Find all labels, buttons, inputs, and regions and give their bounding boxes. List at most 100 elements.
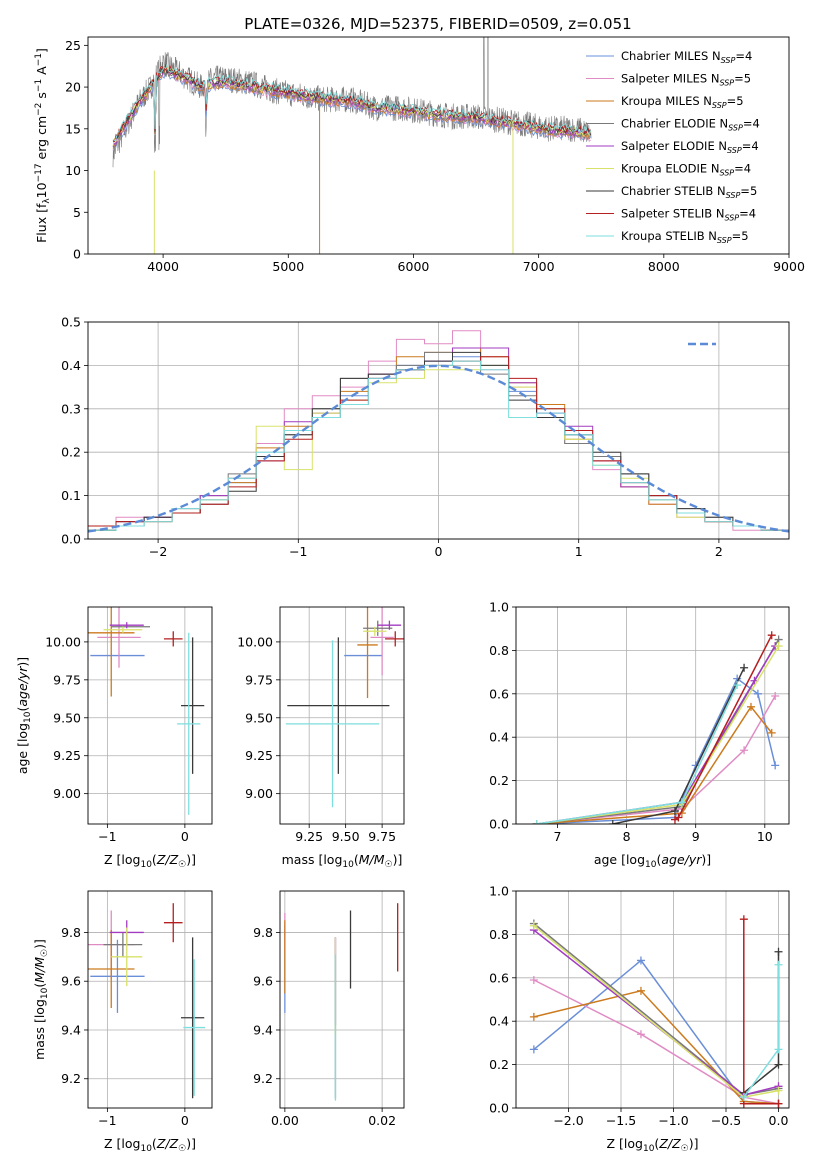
label-part: ( xyxy=(15,707,30,712)
y-tick-label: 9.25 xyxy=(53,748,81,763)
legend-n-value: 4 xyxy=(744,162,751,176)
plot-area xyxy=(88,607,205,815)
legend-model: Chabrier STELIB xyxy=(621,184,717,198)
data-point xyxy=(740,746,749,755)
y-tick-label: 5 xyxy=(73,205,81,220)
data-point xyxy=(636,986,645,995)
data-point xyxy=(774,1086,783,1095)
model-spectrum xyxy=(112,63,592,142)
data-point xyxy=(529,921,538,930)
axes-frame xyxy=(87,606,213,825)
x-tick-label: 7 xyxy=(553,829,561,844)
label-part: )] xyxy=(15,657,30,667)
plot-area xyxy=(112,37,592,254)
legend-sub: SSP xyxy=(712,101,727,110)
data-point xyxy=(636,1030,645,1039)
axes-frame xyxy=(279,606,405,825)
label-part: Z [log xyxy=(104,852,140,867)
mass-vs-extinction-panel: 0.00 0.02 9.2 9.4 9.6 9.8 xyxy=(253,890,405,1128)
series-line xyxy=(536,684,738,824)
data-point xyxy=(767,728,776,737)
x-axis-label: mass [log10(M/M☉)] xyxy=(282,852,403,870)
label-part: ( xyxy=(656,852,661,867)
x-tick-label: 0 xyxy=(181,829,189,844)
y-tick-label: 0.2 xyxy=(61,445,81,460)
legend-eq: = xyxy=(734,72,744,86)
label-part: ( xyxy=(32,983,47,988)
data-point xyxy=(774,642,783,651)
x-axis-label: Z [log10(Z/Z☉)] xyxy=(104,1136,196,1154)
histogram-series xyxy=(88,360,789,531)
legend-n: N xyxy=(711,162,720,176)
x-tick-label: 1 xyxy=(575,544,583,559)
x-tick-label: −1.5 xyxy=(606,1113,636,1128)
plot-area xyxy=(532,631,783,824)
data-point xyxy=(746,702,755,711)
residual-histogram-panel: −2 −1 0 1 2 0.0 0.1 0.2 0.3 0.4 0.5 xyxy=(61,315,790,559)
legend-eq: = xyxy=(739,207,749,221)
data-point xyxy=(529,975,538,984)
legend-label: Kroupa MILES NSSP=5 xyxy=(621,94,744,110)
label-part: M/M xyxy=(359,852,385,867)
y-tick-label: 9.75 xyxy=(245,672,273,687)
y-axis-label-part: −1 xyxy=(34,53,44,66)
label-part: )] xyxy=(393,852,403,867)
legend-n-value: 4 xyxy=(752,117,759,131)
y-tick-label: 9.4 xyxy=(253,1022,273,1037)
y-tick-label: 10.00 xyxy=(45,634,81,649)
label-part: )] xyxy=(32,939,47,949)
y-tick-label: 9.8 xyxy=(253,925,273,940)
legend-n: N xyxy=(711,72,720,86)
y-tick-label: 20 xyxy=(65,80,81,95)
y-tick-label: 0.0 xyxy=(61,532,81,547)
axes-frame xyxy=(279,890,405,1109)
x-axis-label: Z [log10(Z/Z☉)] xyxy=(104,852,196,870)
x-tick-label: −2 xyxy=(149,544,167,559)
y-axis-label-part: −1 xyxy=(34,79,44,92)
label-part: )] xyxy=(186,1136,196,1151)
data-point xyxy=(774,1060,783,1069)
data-point xyxy=(771,761,780,770)
series-line xyxy=(533,959,779,1105)
y-tick-label: 9.75 xyxy=(53,672,81,687)
y-tick-label: 9.50 xyxy=(245,710,273,725)
x-tick-label: −1.0 xyxy=(658,1113,688,1128)
label-part: Z [log xyxy=(607,1136,643,1151)
series-line xyxy=(533,979,779,1105)
data-point xyxy=(529,1045,538,1054)
series-line xyxy=(536,695,776,824)
data-point xyxy=(733,681,742,690)
y-tick-label: 10.00 xyxy=(237,634,273,649)
label-part: )] xyxy=(186,852,196,867)
legend-label: Salpeter MILES NSSP=5 xyxy=(621,72,751,88)
y-tick-label: 1.0 xyxy=(489,884,509,899)
x-tick-label: 8000 xyxy=(648,259,680,274)
data-point xyxy=(740,663,749,672)
x-tick-label: 7000 xyxy=(523,259,555,274)
x-tick-label: 0 xyxy=(435,544,443,559)
x-tick-label: 10 xyxy=(757,829,773,844)
legend-label: Kroupa ELODIE NSSP=4 xyxy=(621,162,751,178)
legend-n: N xyxy=(716,207,725,221)
label-sub: 10 xyxy=(140,1144,152,1154)
y-axis-label-part: −17 xyxy=(34,163,44,182)
x-tick-label: 0.0 xyxy=(769,1113,789,1128)
legend-label: Chabrier STELIB NSSP=5 xyxy=(621,184,757,200)
legend-sub: SSP xyxy=(727,146,742,155)
x-tick-label: 9.75 xyxy=(368,829,396,844)
label-part: mass [log xyxy=(32,999,47,1060)
y-tick-label: 9.00 xyxy=(245,786,273,801)
label-part: Z [log xyxy=(104,1136,140,1151)
x-axis-label: Z [log10(Z/Z☉)] xyxy=(607,1136,699,1154)
series-line xyxy=(533,922,779,1096)
y-tick-label: 0.8 xyxy=(489,643,509,658)
y-tick-label: 0.2 xyxy=(489,1057,509,1072)
y-axis-label-part: −2 xyxy=(34,103,44,116)
x-tick-label: −0.5 xyxy=(711,1113,741,1128)
legend-sub: SSP xyxy=(717,236,732,245)
series-line xyxy=(743,964,780,1098)
label-part: ( xyxy=(152,852,157,867)
label-sub: 10 xyxy=(645,860,657,870)
